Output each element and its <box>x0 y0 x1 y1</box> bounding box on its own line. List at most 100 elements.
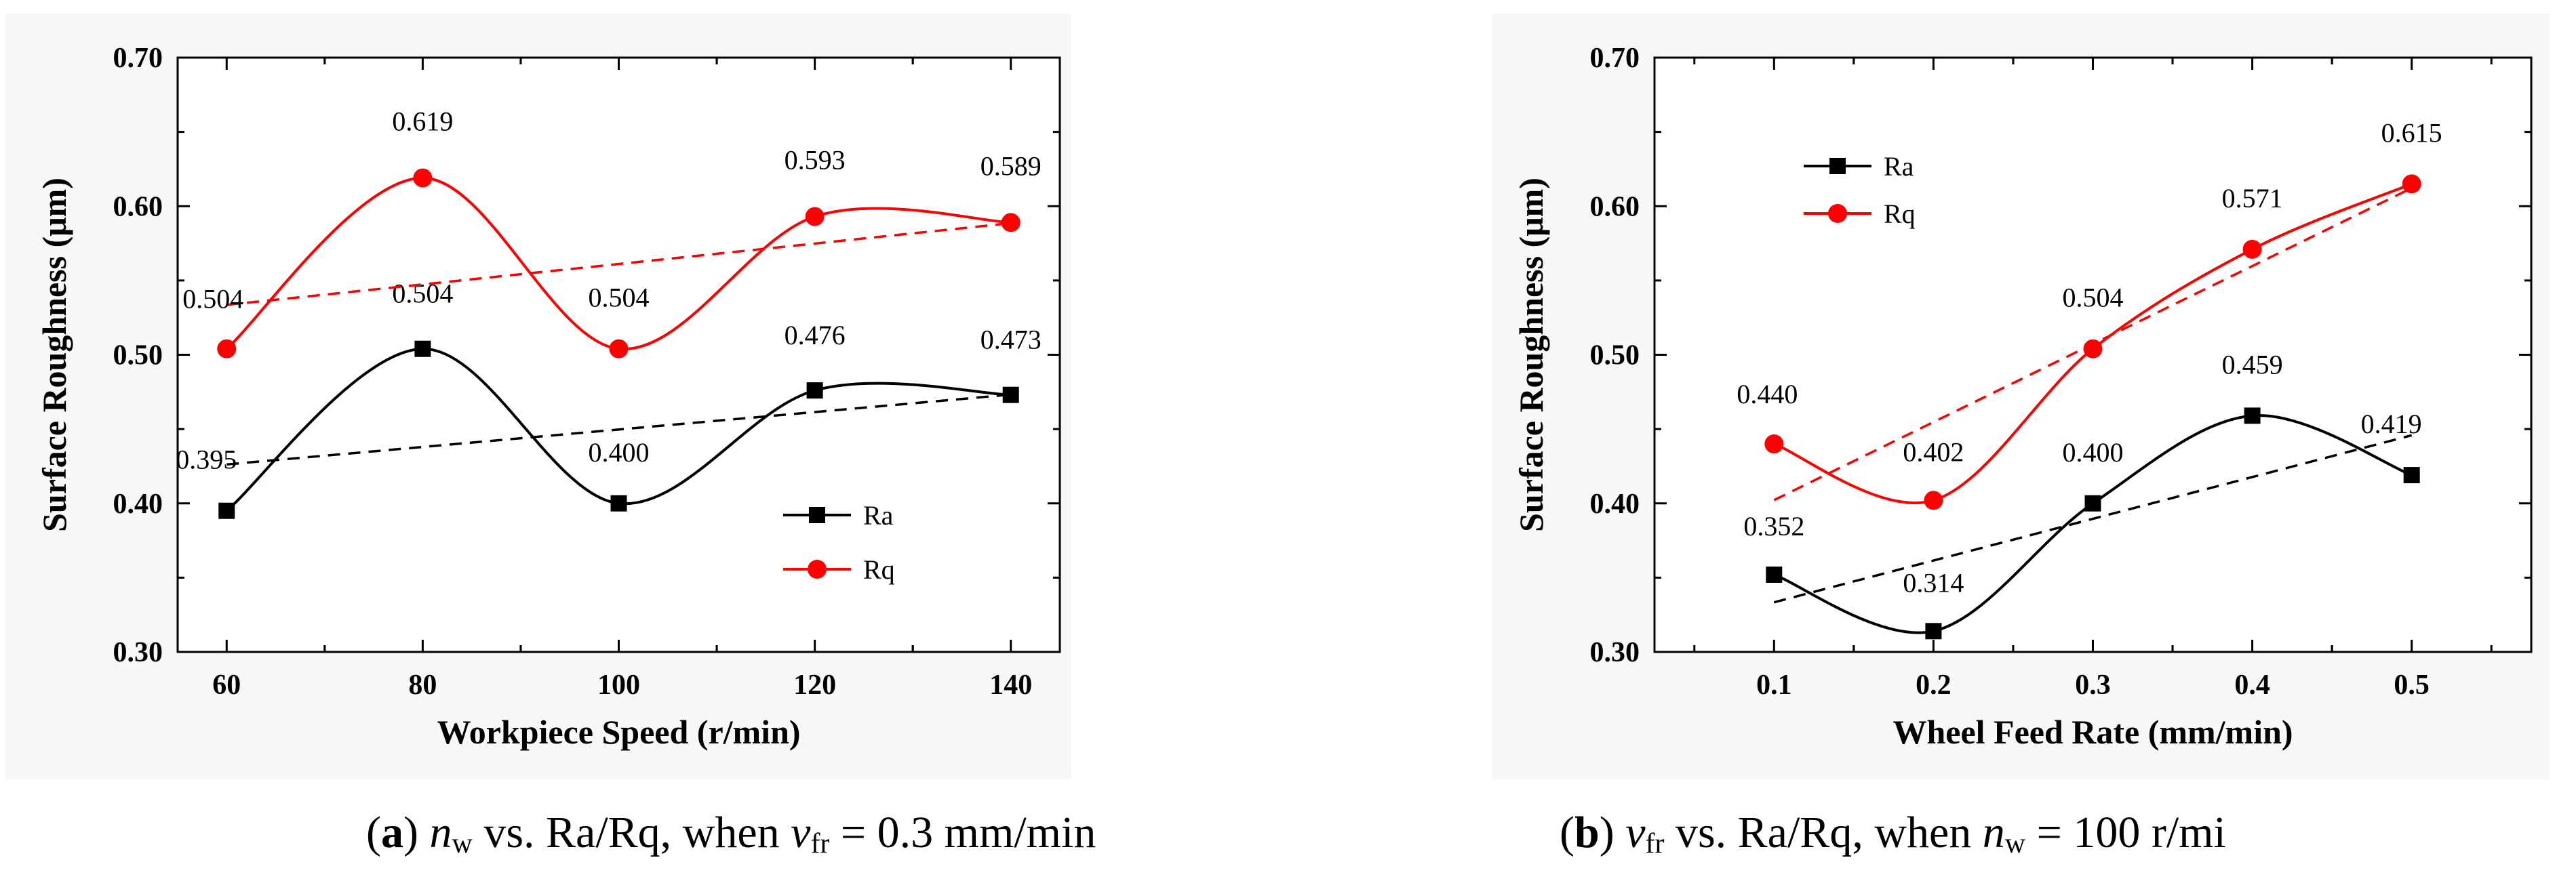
caption-var: n <box>1983 808 2005 857</box>
data-label-rq: 0.593 <box>785 145 846 176</box>
data-point-rq <box>217 339 237 358</box>
data-label-rq: 0.402 <box>1903 436 1964 467</box>
data-label-ra: 0.476 <box>785 320 846 350</box>
legend-label-ra: Ra <box>863 500 894 531</box>
legend-label-rq: Rq <box>863 554 895 585</box>
series-ra: 0.352 0.314 0.400 0.459 0.419 <box>1743 349 2422 640</box>
data-label-ra: 0.400 <box>589 437 650 468</box>
chart-b: 0.30 0.40 0.50 0.60 0.70 0.1 0.2 0.3 0.4 0.5 Wheel… <box>1492 14 2550 779</box>
data-point-rq <box>2083 339 2103 358</box>
y-tick-label: 0.30 <box>1590 637 1640 668</box>
y-axis-title: Surface Roughness (μm) <box>1512 178 1550 532</box>
legend-marker-ra <box>1829 158 1846 174</box>
data-label-ra: 0.314 <box>1903 567 1964 598</box>
x-tick-label: 0.2 <box>1916 670 1951 701</box>
data-point-ra <box>1002 386 1019 403</box>
data-point-ra <box>1766 566 1783 583</box>
x-tick-label: 80 <box>408 670 437 701</box>
data-label-rq: 0.615 <box>2381 117 2442 148</box>
data-point-rq <box>2402 174 2421 194</box>
legend-marker-ra <box>809 507 825 523</box>
x-axis-title: Workpiece Speed (r/min) <box>437 713 800 751</box>
data-point-ra <box>2244 407 2261 424</box>
legend: Ra Rq <box>783 500 895 585</box>
series-line-ra <box>226 347 1011 512</box>
caption-var: v <box>791 808 811 857</box>
caption-subscript: fr <box>1645 828 1664 859</box>
y-tick-label: 0.40 <box>1590 489 1640 520</box>
data-point-ra <box>414 340 431 357</box>
x-tick-label: 140 <box>989 670 1032 701</box>
data-label-rq: 0.589 <box>980 150 1042 181</box>
caption-subscript: w <box>452 828 473 859</box>
caption-letter: b <box>1574 808 1600 857</box>
y-tick-label: 0.70 <box>113 43 163 74</box>
trendline-ra <box>1773 434 2413 604</box>
data-label-rq: 0.440 <box>1737 379 1798 409</box>
caption-paren: ( <box>366 808 381 857</box>
y-tick-label: 0.30 <box>113 637 163 668</box>
legend-marker-rq <box>808 560 827 579</box>
x-tick-label: 0.1 <box>1756 670 1792 701</box>
data-label-ra: 0.352 <box>1743 511 1804 541</box>
caption-var: n <box>429 808 452 857</box>
data-label-rq: 0.504 <box>2063 283 2124 313</box>
data-label-rq: 0.571 <box>2222 183 2283 213</box>
x-tick-label: 0.5 <box>2394 670 2430 701</box>
data-label-ra: 0.419 <box>2361 409 2422 439</box>
caption-text: vs. Ra/Rq, when <box>473 808 791 857</box>
data-point-ra <box>2403 467 2420 484</box>
y-tick-label: 0.50 <box>1590 340 1640 371</box>
y-tick-label: 0.60 <box>113 191 163 222</box>
trendline-rq <box>226 222 1011 306</box>
data-label-ra: 0.473 <box>980 325 1042 355</box>
caption-subscript: fr <box>810 828 829 859</box>
x-tick-label: 100 <box>597 670 640 701</box>
caption-var: v <box>1625 808 1646 857</box>
x-axis-title: Wheel Feed Rate (mm/min) <box>1893 713 2293 751</box>
caption-paren: ) <box>403 808 429 857</box>
data-label-ra: 0.459 <box>2222 349 2283 380</box>
x-tick-label: 0.4 <box>2234 670 2270 701</box>
data-point-rq <box>1764 434 1784 454</box>
legend-marker-rq <box>1828 204 1847 223</box>
data-point-ra <box>1925 623 1942 640</box>
caption-b: (b) vfr vs. Ra/Rq, when nw = 100 r/mi <box>1560 808 2226 859</box>
data-point-rq <box>413 168 433 188</box>
data-label-ra: 0.400 <box>2063 437 2124 468</box>
data-point-ra <box>806 382 823 399</box>
legend-label-rq: Rq <box>1884 199 1916 229</box>
data-point-ra <box>2084 495 2101 512</box>
y-tick-label: 0.60 <box>1590 191 1640 222</box>
data-point-rq <box>2242 239 2262 259</box>
data-label-rq: 0.504 <box>589 283 650 313</box>
legend-label-ra: Ra <box>1884 151 1914 182</box>
x-tick-label: 120 <box>793 670 836 701</box>
data-label-rq: 0.504 <box>182 284 243 314</box>
data-point-rq <box>1001 213 1021 232</box>
caption-letter: a <box>381 808 403 857</box>
series-rq: 0.504 0.619 0.504 0.593 0.589 <box>182 106 1042 358</box>
trendline-ra <box>226 393 1011 466</box>
y-axis-title: Surface Roughness (μm) <box>35 178 73 532</box>
x-tick-label: 60 <box>212 670 241 701</box>
caption-text: vs. Ra/Rq, when <box>1664 808 1982 857</box>
data-point-rq <box>1924 491 1943 510</box>
data-label-ra: 0.395 <box>176 445 237 475</box>
data-point-ra <box>218 502 235 519</box>
series-rq: 0.440 0.402 0.504 0.571 0.615 <box>1737 117 2442 510</box>
legend: Ra Rq <box>1804 151 1916 229</box>
chart-a: 0.30 0.40 0.50 0.60 0.70 60 80 100 120 140 Workpie… <box>5 14 1071 779</box>
y-tick-label: 0.50 <box>113 340 163 371</box>
y-tick-label: 0.70 <box>1590 43 1640 74</box>
caption-a: (a) nw vs. Ra/Rq, when vfr = 0.3 mm/min <box>366 808 1096 859</box>
caption-subscript: w <box>2005 828 2026 859</box>
x-tick-label: 0.3 <box>2075 670 2111 701</box>
caption-text: = 100 r/mi <box>2025 808 2226 857</box>
caption-paren: ( <box>1560 808 1574 857</box>
y-tick-label: 0.40 <box>113 489 163 520</box>
series-ra: 0.395 0.504 0.400 0.476 0.473 <box>176 279 1042 519</box>
data-point-ra <box>610 495 627 512</box>
data-label-rq: 0.619 <box>392 106 453 137</box>
